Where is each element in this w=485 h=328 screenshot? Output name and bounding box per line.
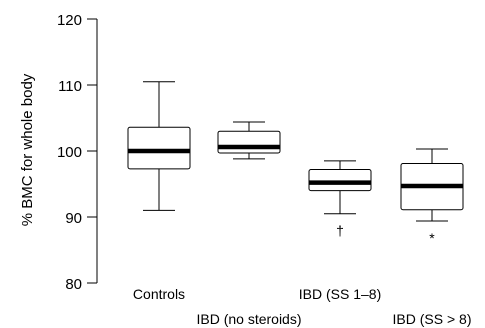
y-axis-label: % BMC for whole body	[19, 73, 36, 226]
boxes: † *	[127, 81, 464, 246]
y-tick-label-100: 100	[57, 144, 82, 161]
category-label-3: IBD (SS > 8)	[393, 311, 472, 327]
box-2	[308, 168, 372, 192]
significance-marker-3: *	[429, 230, 435, 246]
category-label-0: Controls	[133, 286, 185, 302]
category-label-1: IBD (no steroids)	[196, 311, 301, 327]
y-ticks: 80 90 100 110 120	[57, 12, 97, 293]
y-tick-label-90: 90	[65, 210, 82, 227]
x-labels: Controls IBD (no steroids) IBD (SS 1–8) IBD…	[133, 286, 472, 327]
y-tick-label-110: 110	[58, 78, 82, 95]
significance-marker-2: †	[336, 223, 344, 239]
box-0	[127, 126, 191, 170]
y-tick-label-120: 120	[57, 12, 82, 29]
y-tick-label-80: 80	[65, 276, 82, 293]
category-label-2: IBD (SS 1–8)	[299, 286, 381, 302]
box-1	[217, 130, 281, 154]
